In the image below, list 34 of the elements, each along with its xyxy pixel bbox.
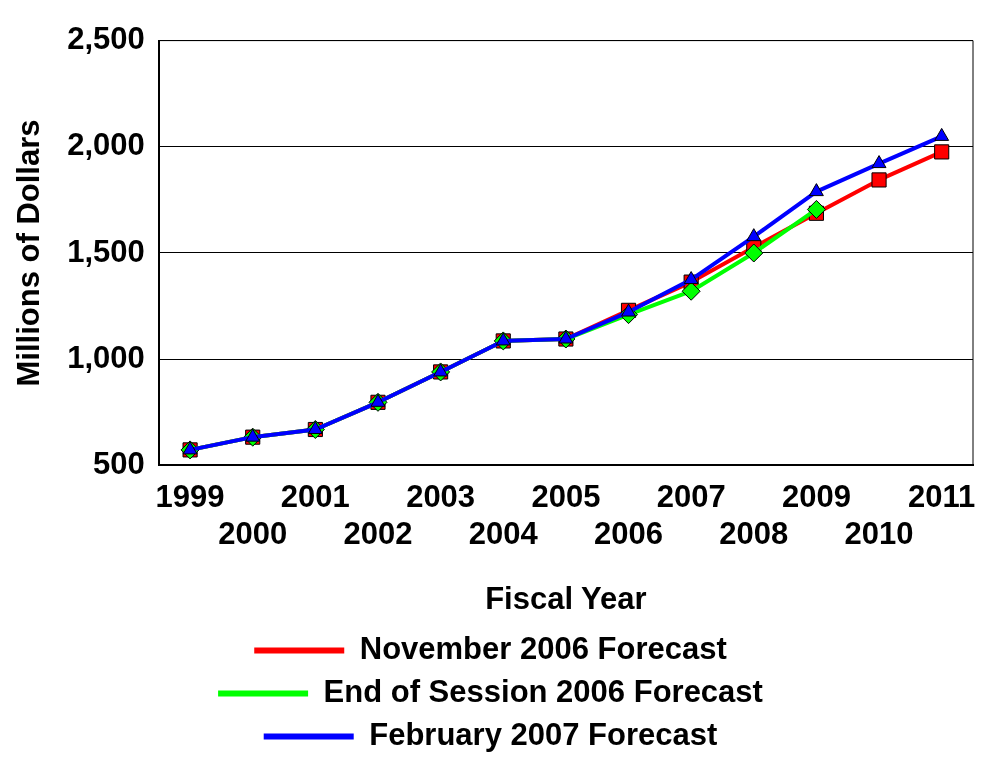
point [744, 243, 764, 263]
x-tick-label: 2003 [406, 478, 476, 514]
y-tick-label: 1,000 [67, 339, 145, 375]
point [307, 421, 323, 434]
x-tick-label: 2002 [343, 515, 413, 551]
x-tick-label: 2008 [719, 515, 789, 551]
x-tick-label: 2007 [656, 478, 726, 514]
x-tick-label: 2006 [594, 515, 663, 551]
point [746, 228, 762, 242]
x-tick-label: 2010 [844, 515, 914, 551]
x-tick-label: 2001 [280, 478, 350, 514]
legend-label: November 2006 Forecast [359, 631, 727, 667]
x-tick-label: 2009 [781, 478, 851, 514]
point [683, 271, 699, 285]
x-axis-title: Fiscal Year [485, 580, 647, 616]
point [808, 183, 824, 197]
legend-label: February 2007 Forecast [369, 717, 718, 753]
x-tick-label: 2005 [531, 478, 601, 514]
point [934, 127, 950, 141]
y-axis-title: Millions of Dollars [11, 119, 47, 387]
point [806, 199, 826, 219]
y-tick-label: 1,500 [67, 233, 145, 269]
point [934, 144, 950, 160]
point [871, 155, 887, 169]
x-tick-label: 2011 [908, 478, 976, 514]
point [681, 281, 701, 301]
x-tick-label: 2000 [218, 515, 288, 551]
y-tick-label: 2,500 [67, 21, 145, 57]
y-tick-label: 500 [93, 445, 145, 481]
legend-label: End of Session 2006 Forecast [323, 674, 763, 710]
y-tick-label: 2,000 [67, 127, 145, 163]
point [871, 172, 887, 188]
x-tick-label: 1999 [155, 478, 225, 514]
x-tick-label: 2004 [468, 515, 539, 551]
